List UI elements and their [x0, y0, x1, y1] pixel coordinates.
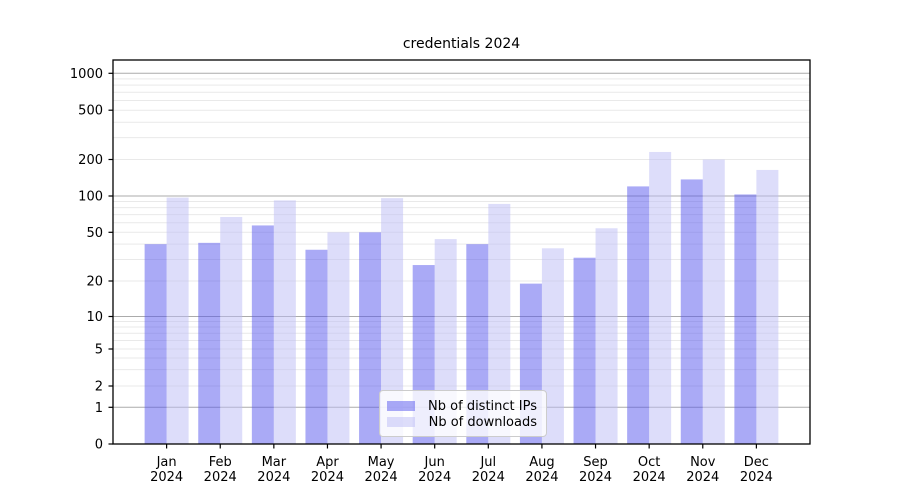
bar-may-distinct-ips: [359, 232, 382, 444]
x-tick-label-year: 2024: [633, 470, 666, 485]
y-tick-label: 50: [86, 226, 103, 241]
bar-feb-downloads: [220, 216, 243, 444]
bar-nov-distinct-ips: [680, 179, 703, 444]
x-tick-label-month: Aug: [529, 455, 554, 470]
bar-nov-downloads: [702, 159, 725, 444]
x-tick-label-month: Sep: [583, 455, 608, 470]
x-tick-label-month: Nov: [690, 455, 716, 470]
y-tick-label: 100: [78, 190, 103, 205]
x-tick-label-year: 2024: [257, 470, 290, 485]
bar-dec-downloads: [756, 169, 779, 444]
x-tick-label-month: Feb: [209, 455, 232, 470]
legend-item-downloads: Nb of downloads: [387, 414, 537, 430]
bar-apr-distinct-ips: [305, 249, 328, 444]
x-tick-label-month: Jul: [479, 455, 496, 470]
x-tick-label-month: Mar: [262, 455, 287, 470]
bar-jan-distinct-ips: [144, 244, 167, 444]
y-tick-label: 5: [95, 343, 103, 358]
x-tick-label-month: Jan: [156, 455, 177, 470]
x-tick-label-year: 2024: [418, 470, 451, 485]
x-tick-label-month: Jun: [424, 455, 445, 470]
y-tick-label: 1: [95, 401, 103, 416]
x-tick-label-month: Oct: [638, 455, 660, 470]
x-tick-label-year: 2024: [150, 470, 183, 485]
bar-oct-distinct-ips: [627, 186, 650, 445]
x-tick-label-year: 2024: [365, 470, 398, 485]
x-tick-label-year: 2024: [525, 470, 558, 485]
legend: Nb of distinct IPs Nb of downloads: [379, 390, 547, 437]
x-tick-label-month: Dec: [744, 455, 769, 470]
bar-dec-distinct-ips: [734, 194, 757, 444]
x-tick-label-year: 2024: [472, 470, 505, 485]
legend-item-distinct-ips: Nb of distinct IPs: [387, 398, 537, 414]
x-tick-label-year: 2024: [579, 470, 612, 485]
y-tick-label: 500: [78, 104, 103, 119]
bar-may-downloads: [381, 198, 404, 444]
x-tick-label-year: 2024: [686, 470, 719, 485]
bar-sep-distinct-ips: [573, 257, 596, 444]
x-tick-label-year: 2024: [740, 470, 773, 485]
bar-sep-downloads: [595, 228, 618, 444]
bar-jan-downloads: [166, 197, 189, 444]
x-tick-label-month: May: [368, 455, 395, 470]
bar-mar-distinct-ips: [251, 225, 274, 444]
y-tick-label: 10: [86, 310, 103, 325]
bar-aug-downloads: [541, 248, 564, 444]
x-tick-label-year: 2024: [311, 470, 344, 485]
y-tick-label: 2: [95, 380, 103, 395]
bar-mar-downloads: [273, 200, 296, 444]
plot-frame: [112, 59, 811, 445]
y-tick-label: 0: [95, 438, 103, 453]
x-tick-label-month: Apr: [316, 455, 339, 470]
legend-label-distinct-ips: Nb of distinct IPs: [428, 398, 537, 414]
bar-apr-downloads: [327, 232, 350, 444]
legend-label-downloads: Nb of downloads: [428, 414, 537, 430]
y-tick-label: 20: [86, 275, 103, 290]
chart-title: credentials 2024: [402, 36, 521, 52]
bar-jul-downloads: [488, 203, 511, 444]
bar-oct-downloads: [649, 151, 672, 444]
legend-swatch-distinct-ips: [387, 401, 415, 411]
y-tick-label: 200: [78, 153, 103, 168]
y-tick-label: 1000: [70, 67, 103, 82]
bar-feb-distinct-ips: [198, 242, 221, 444]
legend-swatch-downloads: [387, 417, 415, 427]
x-tick-label-year: 2024: [204, 470, 237, 485]
